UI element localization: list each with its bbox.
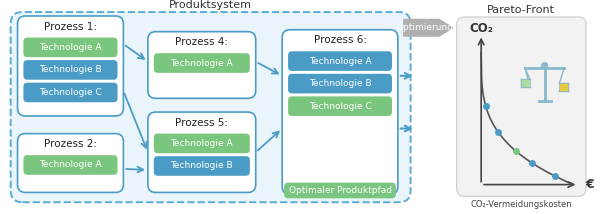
Polygon shape — [559, 83, 568, 91]
FancyBboxPatch shape — [17, 134, 124, 192]
Text: Technologie B: Technologie B — [309, 79, 371, 88]
Text: Technologie A: Technologie A — [39, 43, 102, 52]
FancyBboxPatch shape — [288, 51, 392, 71]
FancyBboxPatch shape — [23, 60, 118, 80]
Text: Technologie A: Technologie A — [309, 56, 371, 65]
Text: Technologie A: Technologie A — [170, 139, 233, 148]
FancyBboxPatch shape — [288, 96, 392, 116]
Polygon shape — [521, 79, 530, 87]
FancyArrow shape — [404, 19, 453, 36]
Text: €: € — [585, 178, 594, 191]
Text: Technologie A: Technologie A — [39, 160, 102, 169]
Text: Prozess 4:: Prozess 4: — [175, 37, 229, 48]
Circle shape — [542, 63, 548, 69]
FancyBboxPatch shape — [23, 83, 118, 102]
Text: Technologie B: Technologie B — [39, 65, 102, 74]
Text: Technologie C: Technologie C — [308, 102, 371, 111]
Text: Prozess 5:: Prozess 5: — [175, 118, 229, 128]
FancyBboxPatch shape — [11, 12, 410, 202]
FancyBboxPatch shape — [23, 38, 118, 57]
FancyBboxPatch shape — [148, 32, 256, 98]
Text: Optimierung: Optimierung — [397, 23, 454, 32]
FancyBboxPatch shape — [154, 53, 250, 73]
Text: Prozess 6:: Prozess 6: — [314, 36, 367, 46]
FancyBboxPatch shape — [17, 16, 124, 116]
Text: Technologie B: Technologie B — [170, 162, 233, 171]
FancyBboxPatch shape — [148, 112, 256, 192]
FancyBboxPatch shape — [154, 134, 250, 153]
Text: Technologie A: Technologie A — [170, 59, 233, 68]
FancyBboxPatch shape — [154, 156, 250, 176]
FancyBboxPatch shape — [284, 183, 396, 198]
FancyBboxPatch shape — [457, 17, 586, 196]
Text: Technologie C: Technologie C — [39, 88, 102, 97]
Text: Prozess 2:: Prozess 2: — [44, 139, 97, 149]
FancyBboxPatch shape — [282, 30, 398, 194]
Text: Pareto-Front: Pareto-Front — [487, 5, 556, 15]
FancyBboxPatch shape — [288, 74, 392, 94]
Text: CO₂-Vermeidungskosten: CO₂-Vermeidungskosten — [470, 200, 572, 209]
Text: Prozess 1:: Prozess 1: — [44, 22, 97, 32]
Text: Optimaler Produktpfad: Optimaler Produktpfad — [289, 186, 392, 195]
FancyBboxPatch shape — [23, 155, 118, 175]
Text: CO₂: CO₂ — [469, 22, 493, 35]
Text: Produktsystem: Produktsystem — [169, 0, 252, 10]
